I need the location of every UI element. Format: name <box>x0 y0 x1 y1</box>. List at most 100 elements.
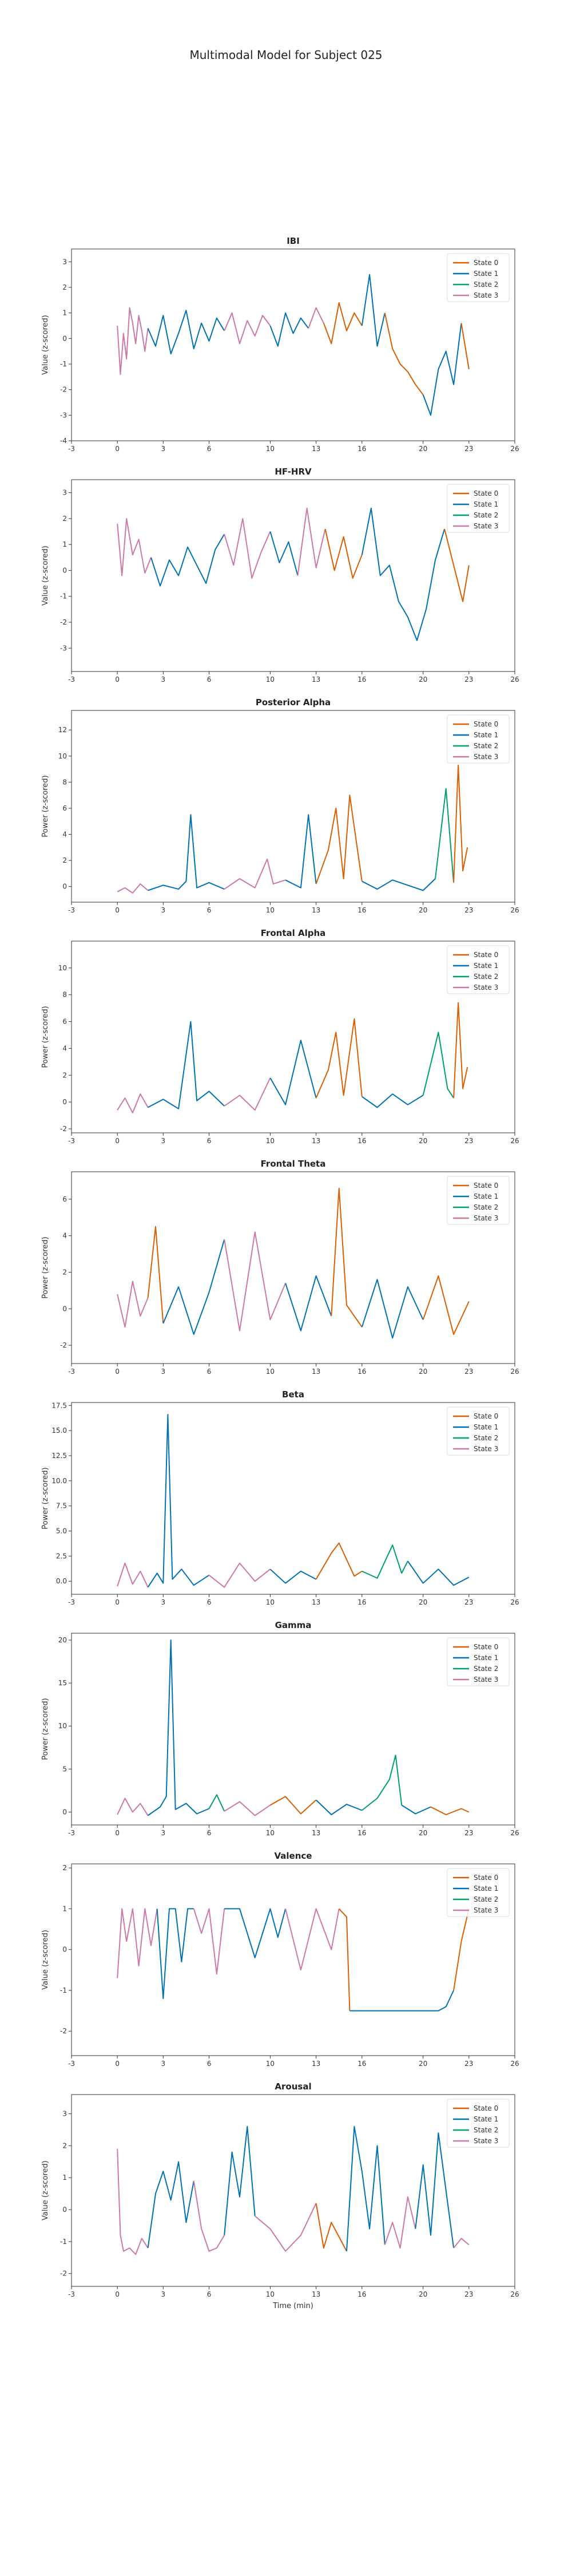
x-tick-label: 16 <box>357 675 366 683</box>
series-line-state-2 <box>208 1794 225 1812</box>
series-line-state-1 <box>285 814 317 888</box>
legend-label: State 1 <box>474 962 498 970</box>
y-tick-label: 15.0 <box>51 1427 67 1435</box>
legend: State 0 State 1 State 2 State 3 <box>447 1176 510 1225</box>
legend-label: State 0 <box>474 1643 498 1651</box>
series-line-state-1 <box>315 1799 363 1815</box>
series-line-state-1 <box>407 1560 470 1586</box>
x-tick-label: 26 <box>510 1598 519 1606</box>
series-line-state-0 <box>453 764 468 883</box>
y-tick-label: 15 <box>58 1679 67 1687</box>
x-tick-label: -3 <box>68 2060 75 2068</box>
x-tick-label: 16 <box>357 2290 366 2298</box>
y-axis-label: Power (z-scored) <box>41 1467 50 1529</box>
y-tick-label: 20 <box>58 1636 67 1644</box>
series-line-state-0 <box>338 1908 351 2011</box>
x-tick-label: 16 <box>357 1368 366 1376</box>
x-tick-label: 23 <box>464 1829 473 1837</box>
x-tick-label: 20 <box>419 1368 427 1376</box>
y-tick-label: 2.5 <box>56 1552 67 1560</box>
series-line-state-0 <box>460 323 470 370</box>
series-line-state-2 <box>362 1755 403 1811</box>
series-group <box>117 507 470 641</box>
legend-label: State 0 <box>474 259 498 267</box>
x-tick-label: 6 <box>207 1137 212 1145</box>
series-group <box>117 274 470 416</box>
x-tick-label: 0 <box>115 445 120 453</box>
x-tick-label: 23 <box>464 445 473 453</box>
x-tick-label: 13 <box>312 1368 320 1376</box>
x-tick-label: 3 <box>161 1368 166 1376</box>
x-tick-label: 13 <box>312 1137 320 1145</box>
y-tick-label: 5.0 <box>56 1527 67 1535</box>
chart-title: Arousal <box>275 2081 311 2092</box>
y-tick-label: 3 <box>62 2110 67 2118</box>
legend: State 0 State 1 State 2 State 3 <box>447 714 510 764</box>
y-tick-label: 0 <box>62 883 67 891</box>
x-tick-label: 13 <box>312 2060 320 2068</box>
y-tick-label: 8 <box>62 991 67 999</box>
legend-label: State 1 <box>474 270 498 278</box>
x-tick-label: 23 <box>464 1598 473 1606</box>
legend-box <box>447 2099 510 2148</box>
x-tick-label: 26 <box>510 2290 519 2298</box>
legend-label: State 2 <box>474 742 498 750</box>
series-line-state-0 <box>331 1187 363 1327</box>
legend-label: State 2 <box>474 1665 498 1673</box>
series-line-state-0 <box>147 1226 164 1323</box>
legend-label: State 2 <box>474 1203 498 1211</box>
series-line-state-1 <box>224 1908 287 1958</box>
series-line-state-0 <box>430 1806 470 1815</box>
legend-label: State 1 <box>474 500 498 508</box>
x-tick-label: -3 <box>68 1598 75 1606</box>
x-tick-label: 20 <box>419 906 427 914</box>
series-line-state-3 <box>255 2203 317 2252</box>
legend: State 0 State 1 State 2 State 3 <box>447 1868 510 1917</box>
y-tick-label: 4 <box>62 1044 67 1052</box>
x-tick-label: -3 <box>68 1829 75 1837</box>
series-line-state-1 <box>150 534 225 587</box>
x-tick-label: 26 <box>510 1829 519 1837</box>
series-line-state-1 <box>162 1239 225 1335</box>
y-tick-label: -1 <box>60 2238 67 2246</box>
series-line-state-3 <box>308 307 324 329</box>
series-line-state-3 <box>117 1562 149 1588</box>
series-line-state-3 <box>117 1093 149 1113</box>
series-line-state-1 <box>362 878 436 891</box>
x-tick-label: 26 <box>510 675 519 683</box>
x-tick-label: 6 <box>207 675 212 683</box>
series-line-state-3 <box>208 1562 271 1588</box>
x-tick-label: 20 <box>419 445 427 453</box>
series-line-state-1 <box>148 1021 225 1109</box>
series-line-state-1 <box>269 1040 317 1105</box>
x-tick-label: 10 <box>266 1829 275 1837</box>
x-tick-label: 6 <box>207 1368 212 1376</box>
y-tick-label: 8 <box>62 778 67 786</box>
y-tick-label: 0 <box>62 1305 67 1313</box>
y-tick-label: 10.0 <box>51 1477 67 1485</box>
x-tick-label: 3 <box>161 1829 166 1837</box>
series-line-state-3 <box>224 1801 271 1816</box>
chart-title: HF-HRV <box>275 467 312 477</box>
y-tick-label: 10 <box>58 964 67 972</box>
series-line-state-3 <box>384 2196 416 2249</box>
legend-label: State 0 <box>474 1412 498 1420</box>
y-tick-label: 1 <box>62 2174 67 2182</box>
plot-frame <box>71 1863 515 2056</box>
legend-label: State 3 <box>474 1214 498 1222</box>
legend-label: State 0 <box>474 2104 498 2112</box>
y-tick-label: 5 <box>62 1765 67 1773</box>
legend-label: State 2 <box>474 1895 498 1903</box>
legend-label: State 1 <box>474 2115 498 2123</box>
series-line-state-2 <box>422 1032 454 1099</box>
y-tick-label: -2 <box>60 2270 67 2278</box>
x-tick-label: 3 <box>161 2060 166 2068</box>
y-tick-label: 10 <box>58 1722 67 1730</box>
y-tick-label: 0 <box>62 1808 67 1816</box>
series-line-state-1 <box>362 1093 424 1108</box>
series-line-state-3 <box>285 1908 340 1971</box>
chart-title: IBI <box>287 236 300 246</box>
y-tick-label: 0 <box>62 1098 67 1106</box>
series-line-state-1 <box>349 1990 455 2012</box>
series-line-state-1 <box>422 323 462 416</box>
